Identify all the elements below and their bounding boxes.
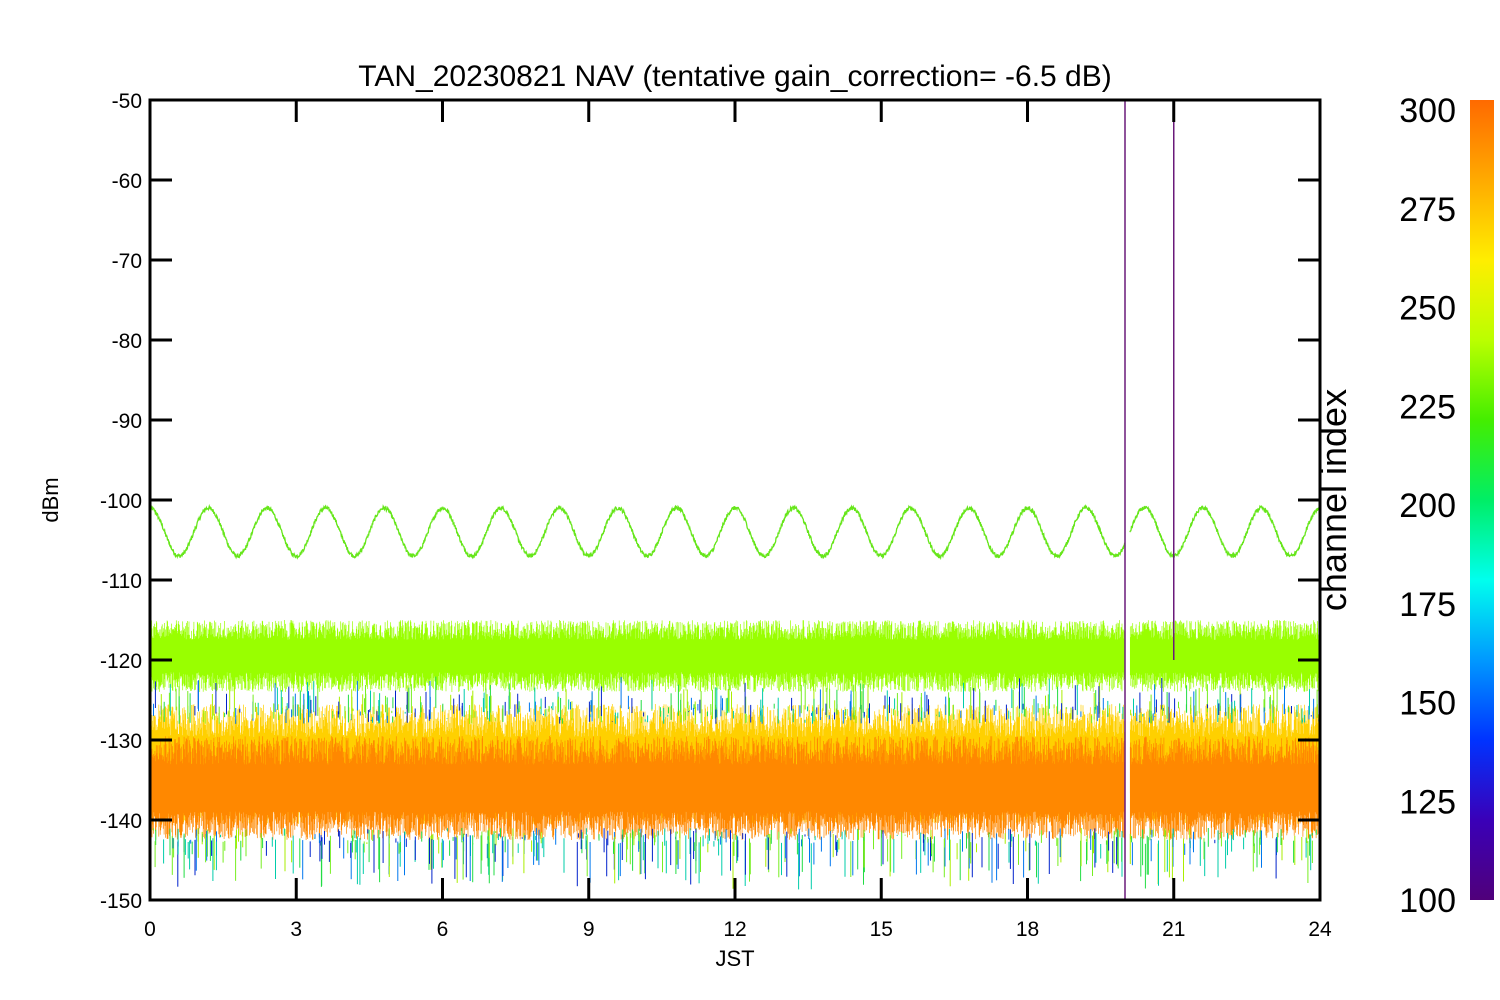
series-ch-255 [149, 620, 1321, 692]
y-tick-label: -140 [100, 810, 142, 833]
y-tick-label: -100 [100, 490, 142, 513]
x-tick-label: 15 [870, 918, 893, 941]
colorbar-ticks: 300 275 250 225 200 175 150 125 100 [1399, 92, 1456, 920]
y-tick-label: -110 [102, 570, 142, 593]
colorbar-tick-label: 200 [1399, 487, 1456, 525]
series-ch-240 [149, 503, 1321, 561]
fringe-spikes [149, 676, 1320, 890]
colorbar [1470, 100, 1494, 900]
colorbar-tick-label: 175 [1399, 586, 1456, 624]
x-tick-label: 24 [1308, 918, 1332, 941]
y-axis-label: dBm [38, 477, 63, 522]
x-tick-label: 9 [583, 918, 595, 941]
sinusoid-line [149, 503, 1126, 561]
y-tick-label: -80 [112, 330, 142, 353]
x-tick-label: 21 [1162, 918, 1185, 941]
y-tick-label: -130 [100, 730, 142, 753]
x-tick-label: 6 [437, 918, 449, 941]
colorbar-tick-label: 100 [1399, 882, 1456, 920]
axis-layer: 0 3 6 9 12 15 18 21 24 -50 -60 -70 -80 -90 -100 -110 -12… [100, 90, 1332, 941]
colorbar-tick-label: 275 [1399, 191, 1456, 229]
colorbar-tick-label: 225 [1399, 388, 1456, 426]
chart-title: TAN_20230821 NAV (tentative gain_correct… [358, 60, 1112, 93]
y-tick-label: -120 [100, 650, 142, 673]
colorbar-tick-label: 250 [1399, 290, 1456, 328]
colorbar-label: channel index [1313, 389, 1354, 611]
x-tick-label: 18 [1016, 918, 1039, 941]
y-tick-label: -60 [112, 170, 142, 193]
data-layer [149, 100, 1321, 900]
colorbar-tick-label: 150 [1399, 685, 1456, 723]
x-tick-label: 3 [290, 918, 302, 941]
y-tick-label: -90 [112, 410, 142, 433]
x-axis-label: JST [715, 946, 754, 971]
x-tick-label: 12 [723, 918, 746, 941]
colorbar-tick-label: 125 [1399, 783, 1456, 821]
colorbar-tick-label: 300 [1399, 92, 1456, 130]
x-tick-label: 0 [144, 918, 156, 941]
noise-band [149, 620, 1321, 692]
y-tick-label: -150 [100, 890, 142, 913]
y-tick-label: -50 [112, 90, 142, 113]
sinusoid-line [1129, 504, 1321, 559]
y-tick-label: -70 [112, 250, 142, 273]
